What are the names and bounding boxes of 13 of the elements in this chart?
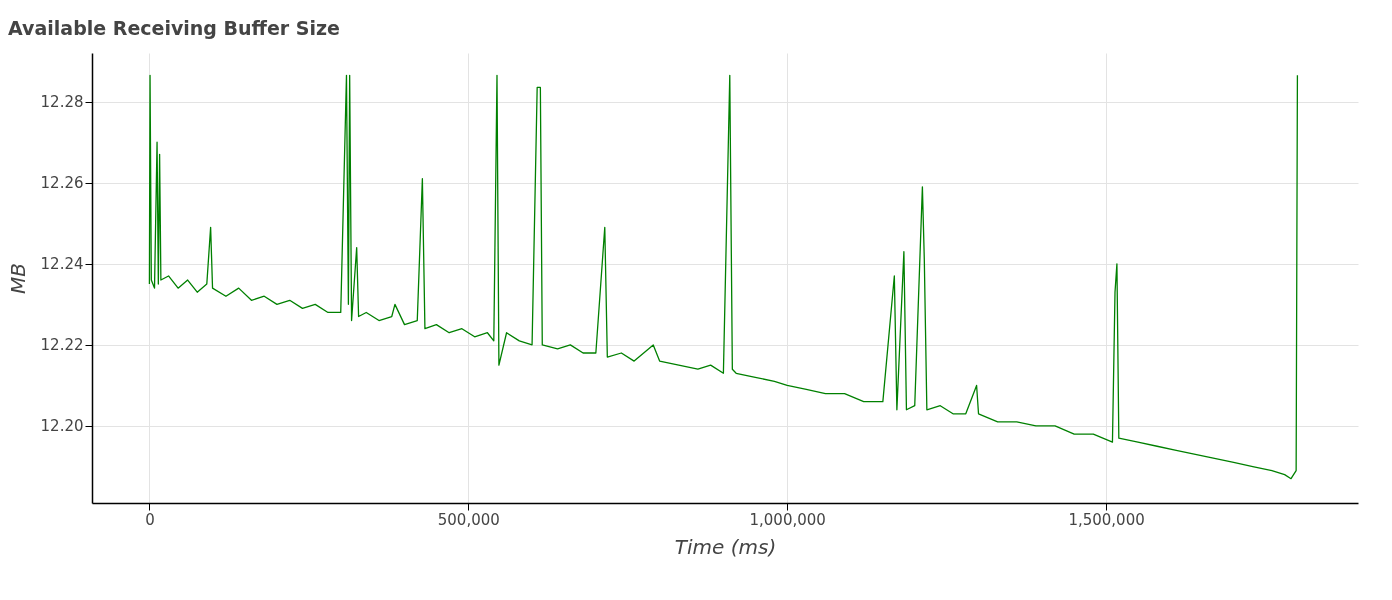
- x-tick-label: 500,000: [437, 510, 500, 529]
- x-tick-label: 1,000,000: [749, 510, 826, 529]
- y-tick-label: 12.24: [40, 255, 84, 274]
- y-tick-label: 12.20: [40, 417, 84, 436]
- line-series: [148, 74, 1299, 480]
- x-tick-label: 1,500,000: [1068, 510, 1145, 529]
- y-axis-title: MB: [5, 263, 30, 294]
- y-tick-label: 12.28: [40, 93, 84, 112]
- y-tick-label: 12.26: [40, 174, 84, 193]
- chart-title: Available Receiving Buffer Size: [8, 17, 340, 39]
- x-axis-title: Time (ms): [674, 534, 777, 559]
- y-tick-label: 12.22: [40, 336, 84, 355]
- x-tick-label: 0: [145, 510, 155, 529]
